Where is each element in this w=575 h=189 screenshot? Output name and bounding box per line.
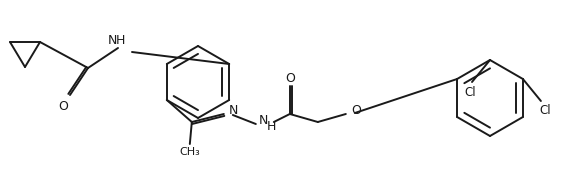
Text: N: N <box>108 33 117 46</box>
Text: H: H <box>267 121 276 133</box>
Text: Cl: Cl <box>464 85 476 98</box>
Text: O: O <box>285 71 295 84</box>
Text: N: N <box>229 105 238 118</box>
Text: N: N <box>259 114 268 126</box>
Text: H: H <box>116 33 125 46</box>
Text: O: O <box>351 105 361 118</box>
Text: Cl: Cl <box>539 105 551 118</box>
Text: CH₃: CH₃ <box>179 147 200 157</box>
Text: O: O <box>58 99 68 112</box>
